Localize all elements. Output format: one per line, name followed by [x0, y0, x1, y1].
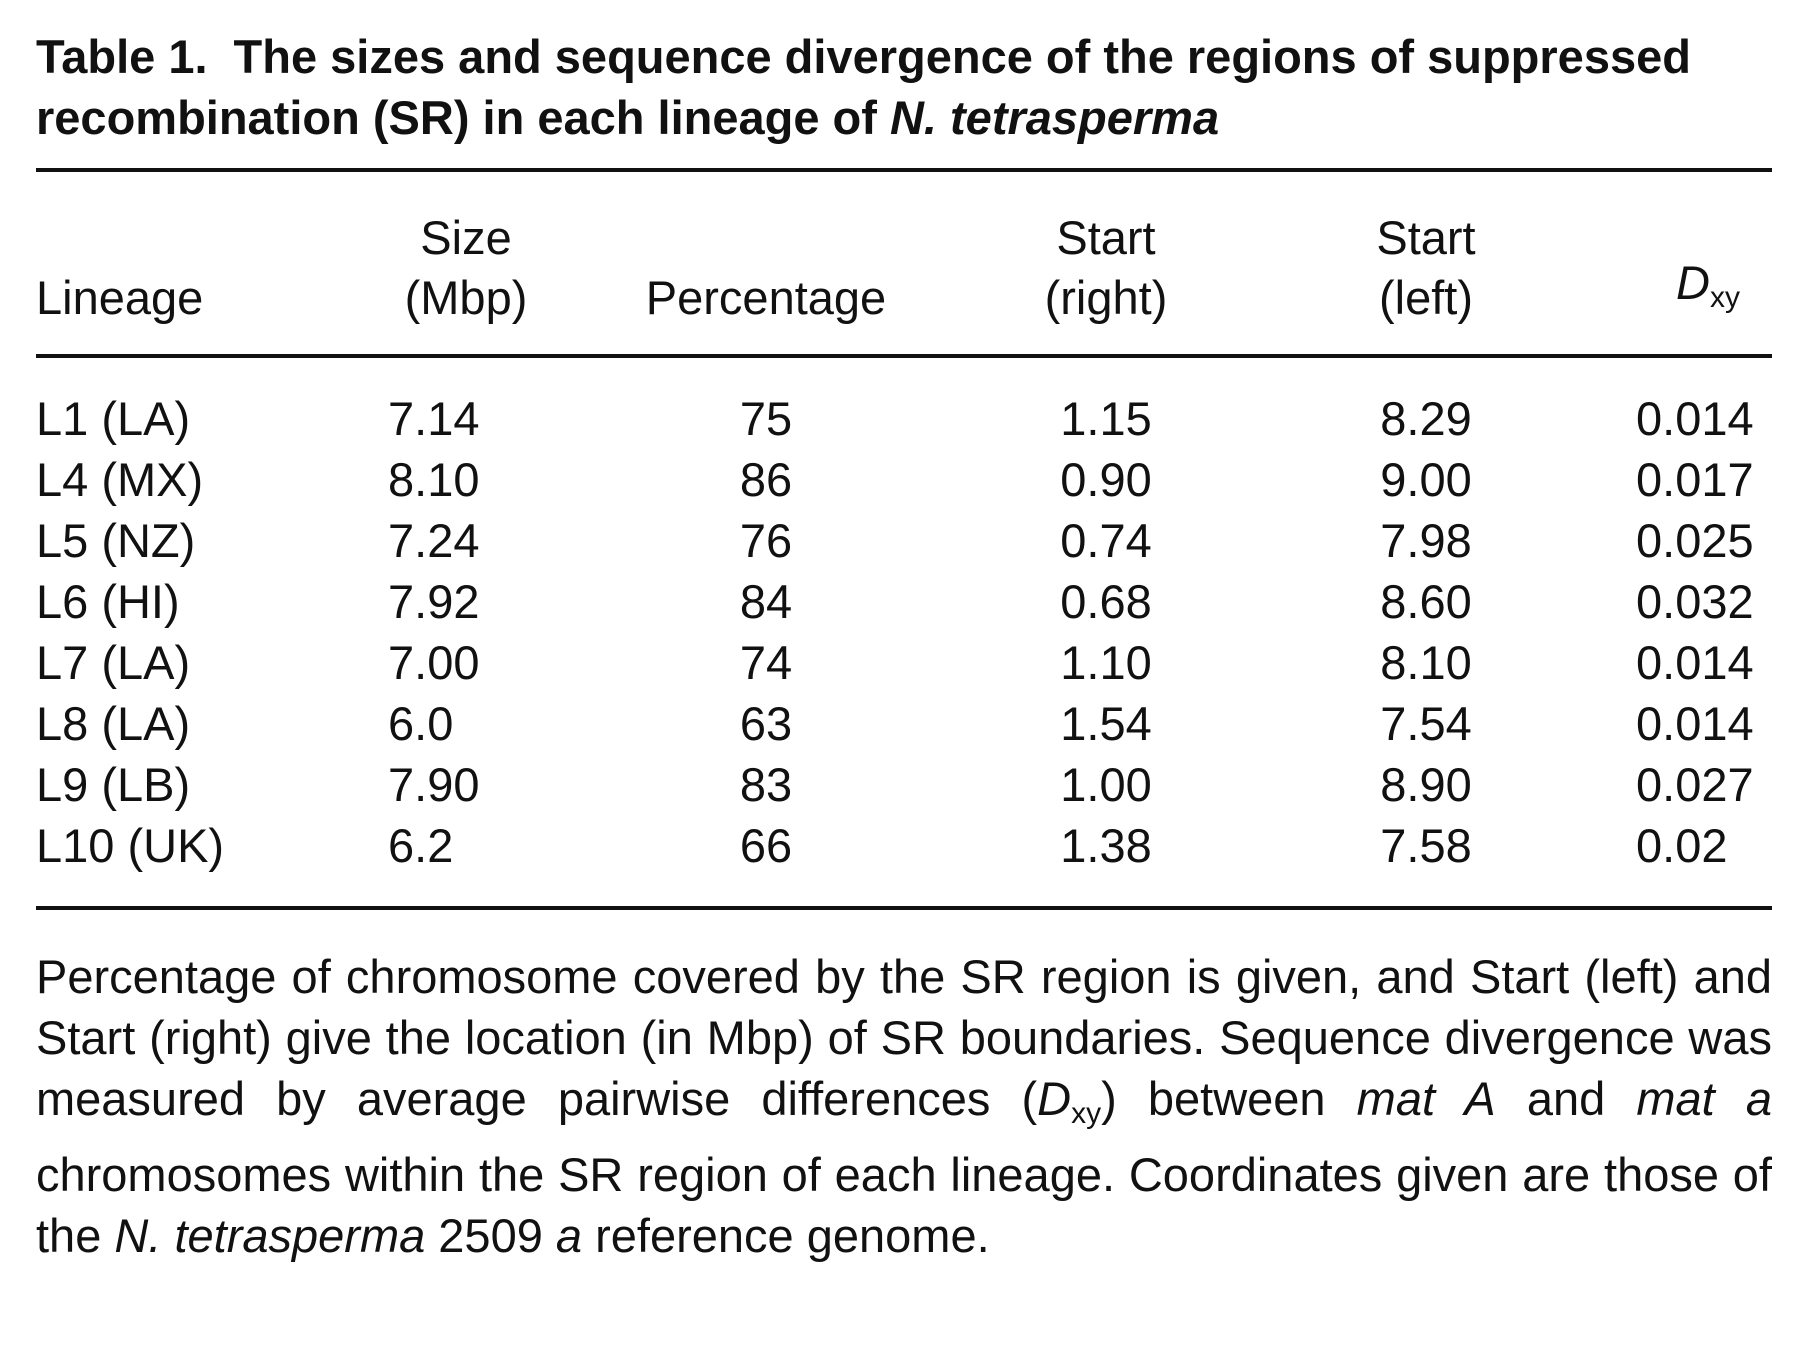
cell-size: 6.0	[388, 697, 454, 750]
cell-lineage: L6 (HI)	[36, 575, 180, 628]
cell-percentage: 63	[739, 697, 793, 750]
cell-start-right: 1.15	[1060, 392, 1152, 445]
table-caption: Table 1. The sizes and sequence divergenc…	[36, 26, 1772, 148]
table-footnote: Percentage of chromosome covered by the …	[36, 950, 1772, 1262]
cell-lineage: L1 (LA)	[36, 392, 191, 445]
cell-percentage: 86	[739, 453, 793, 506]
header-size: Size (Mbp)	[404, 211, 528, 324]
cell-start-right: 0.90	[1060, 453, 1152, 506]
cell-start-right: 1.10	[1060, 636, 1152, 689]
cell-percentage: 66	[739, 819, 793, 872]
cell-size: 7.90	[388, 758, 480, 811]
cell-start-left: 8.60	[1380, 575, 1472, 628]
cell-size: 7.00	[388, 636, 480, 689]
cell-dxy: 0.027	[1636, 758, 1754, 811]
caption-text: The sizes and sequence divergence of the…	[36, 30, 1691, 144]
cell-size: 7.92	[388, 575, 480, 628]
table-row: L8 (LA) 6.0 63 1.54 7.54 0.014	[36, 693, 1772, 754]
header-start-left: Start (left)	[1376, 211, 1476, 324]
cell-start-left: 7.58	[1380, 819, 1472, 872]
header-percentage: Percentage	[645, 271, 887, 324]
cell-lineage: L9 (LB)	[36, 758, 191, 811]
cell-dxy: 0.014	[1636, 636, 1754, 689]
cell-lineage: L8 (LA)	[36, 697, 191, 750]
cell-start-right: 0.68	[1060, 575, 1152, 628]
table-row: L9 (LB) 7.90 83 1.00 8.90 0.027	[36, 754, 1772, 815]
table-row: L10 (UK) 6.2 66 1.38 7.58 0.02	[36, 815, 1772, 906]
cell-dxy: 0.017	[1636, 453, 1754, 506]
header-lineage: Lineage	[36, 271, 204, 324]
cell-size: 6.2	[388, 819, 454, 872]
cell-dxy: 0.014	[1636, 392, 1754, 445]
cell-percentage: 75	[739, 392, 793, 445]
cell-start-left: 9.00	[1380, 453, 1472, 506]
table-label: Table 1.	[36, 30, 208, 83]
cell-start-left: 7.98	[1380, 514, 1472, 567]
table-row: L4 (MX) 8.10 86 0.90 9.00 0.017	[36, 449, 1772, 510]
table-row: L7 (LA) 7.00 74 1.10 8.10 0.014	[36, 632, 1772, 693]
cell-start-right: 0.74	[1060, 514, 1152, 567]
cell-size: 7.24	[388, 514, 480, 567]
cell-start-right: 1.00	[1060, 758, 1152, 811]
table-page: Table 1. The sizes and sequence divergenc…	[36, 26, 1772, 1266]
data-table: Lineage Size (Mbp) Percentage Start (right…	[36, 172, 1772, 906]
cell-size: 8.10	[388, 453, 480, 506]
cell-start-left: 8.29	[1380, 392, 1472, 445]
table-row: L6 (HI) 7.92 84 0.68 8.60 0.032	[36, 571, 1772, 632]
cell-start-left: 7.54	[1380, 697, 1472, 750]
table-body: L1 (LA) 7.14 75 1.15 8.29 0.014 L4 (MX) …	[36, 358, 1772, 906]
cell-lineage: L10 (UK)	[36, 819, 225, 872]
cell-percentage: 76	[739, 514, 793, 567]
header-rule	[36, 354, 1772, 358]
cell-dxy: 0.02	[1636, 819, 1728, 872]
cell-lineage: L5 (NZ)	[36, 514, 196, 567]
cell-percentage: 83	[739, 758, 793, 811]
table-row: L1 (LA) 7.14 75 1.15 8.29 0.014	[36, 358, 1772, 449]
bottom-rule	[36, 906, 1772, 910]
cell-start-left: 8.10	[1380, 636, 1472, 689]
header-start-right: Start (right)	[1044, 211, 1168, 324]
top-rule	[36, 168, 1772, 172]
cell-lineage: L7 (LA)	[36, 636, 191, 689]
cell-lineage: L4 (MX)	[36, 453, 204, 506]
cell-size: 7.14	[388, 392, 480, 445]
cell-start-left: 8.90	[1380, 758, 1472, 811]
cell-percentage: 84	[739, 575, 793, 628]
caption-species: N. tetrasperma	[889, 91, 1220, 144]
header-dxy: Dxy	[1676, 256, 1740, 314]
cell-start-right: 1.38	[1060, 819, 1152, 872]
cell-dxy: 0.032	[1636, 575, 1754, 628]
cell-dxy: 0.025	[1636, 514, 1754, 567]
table-row: L5 (NZ) 7.24 76 0.74 7.98 0.025	[36, 510, 1772, 571]
cell-percentage: 74	[739, 636, 793, 689]
cell-dxy: 0.014	[1636, 697, 1754, 750]
cell-start-right: 1.54	[1060, 697, 1152, 750]
table-header: Lineage Size (Mbp) Percentage Start (right…	[36, 172, 1772, 358]
